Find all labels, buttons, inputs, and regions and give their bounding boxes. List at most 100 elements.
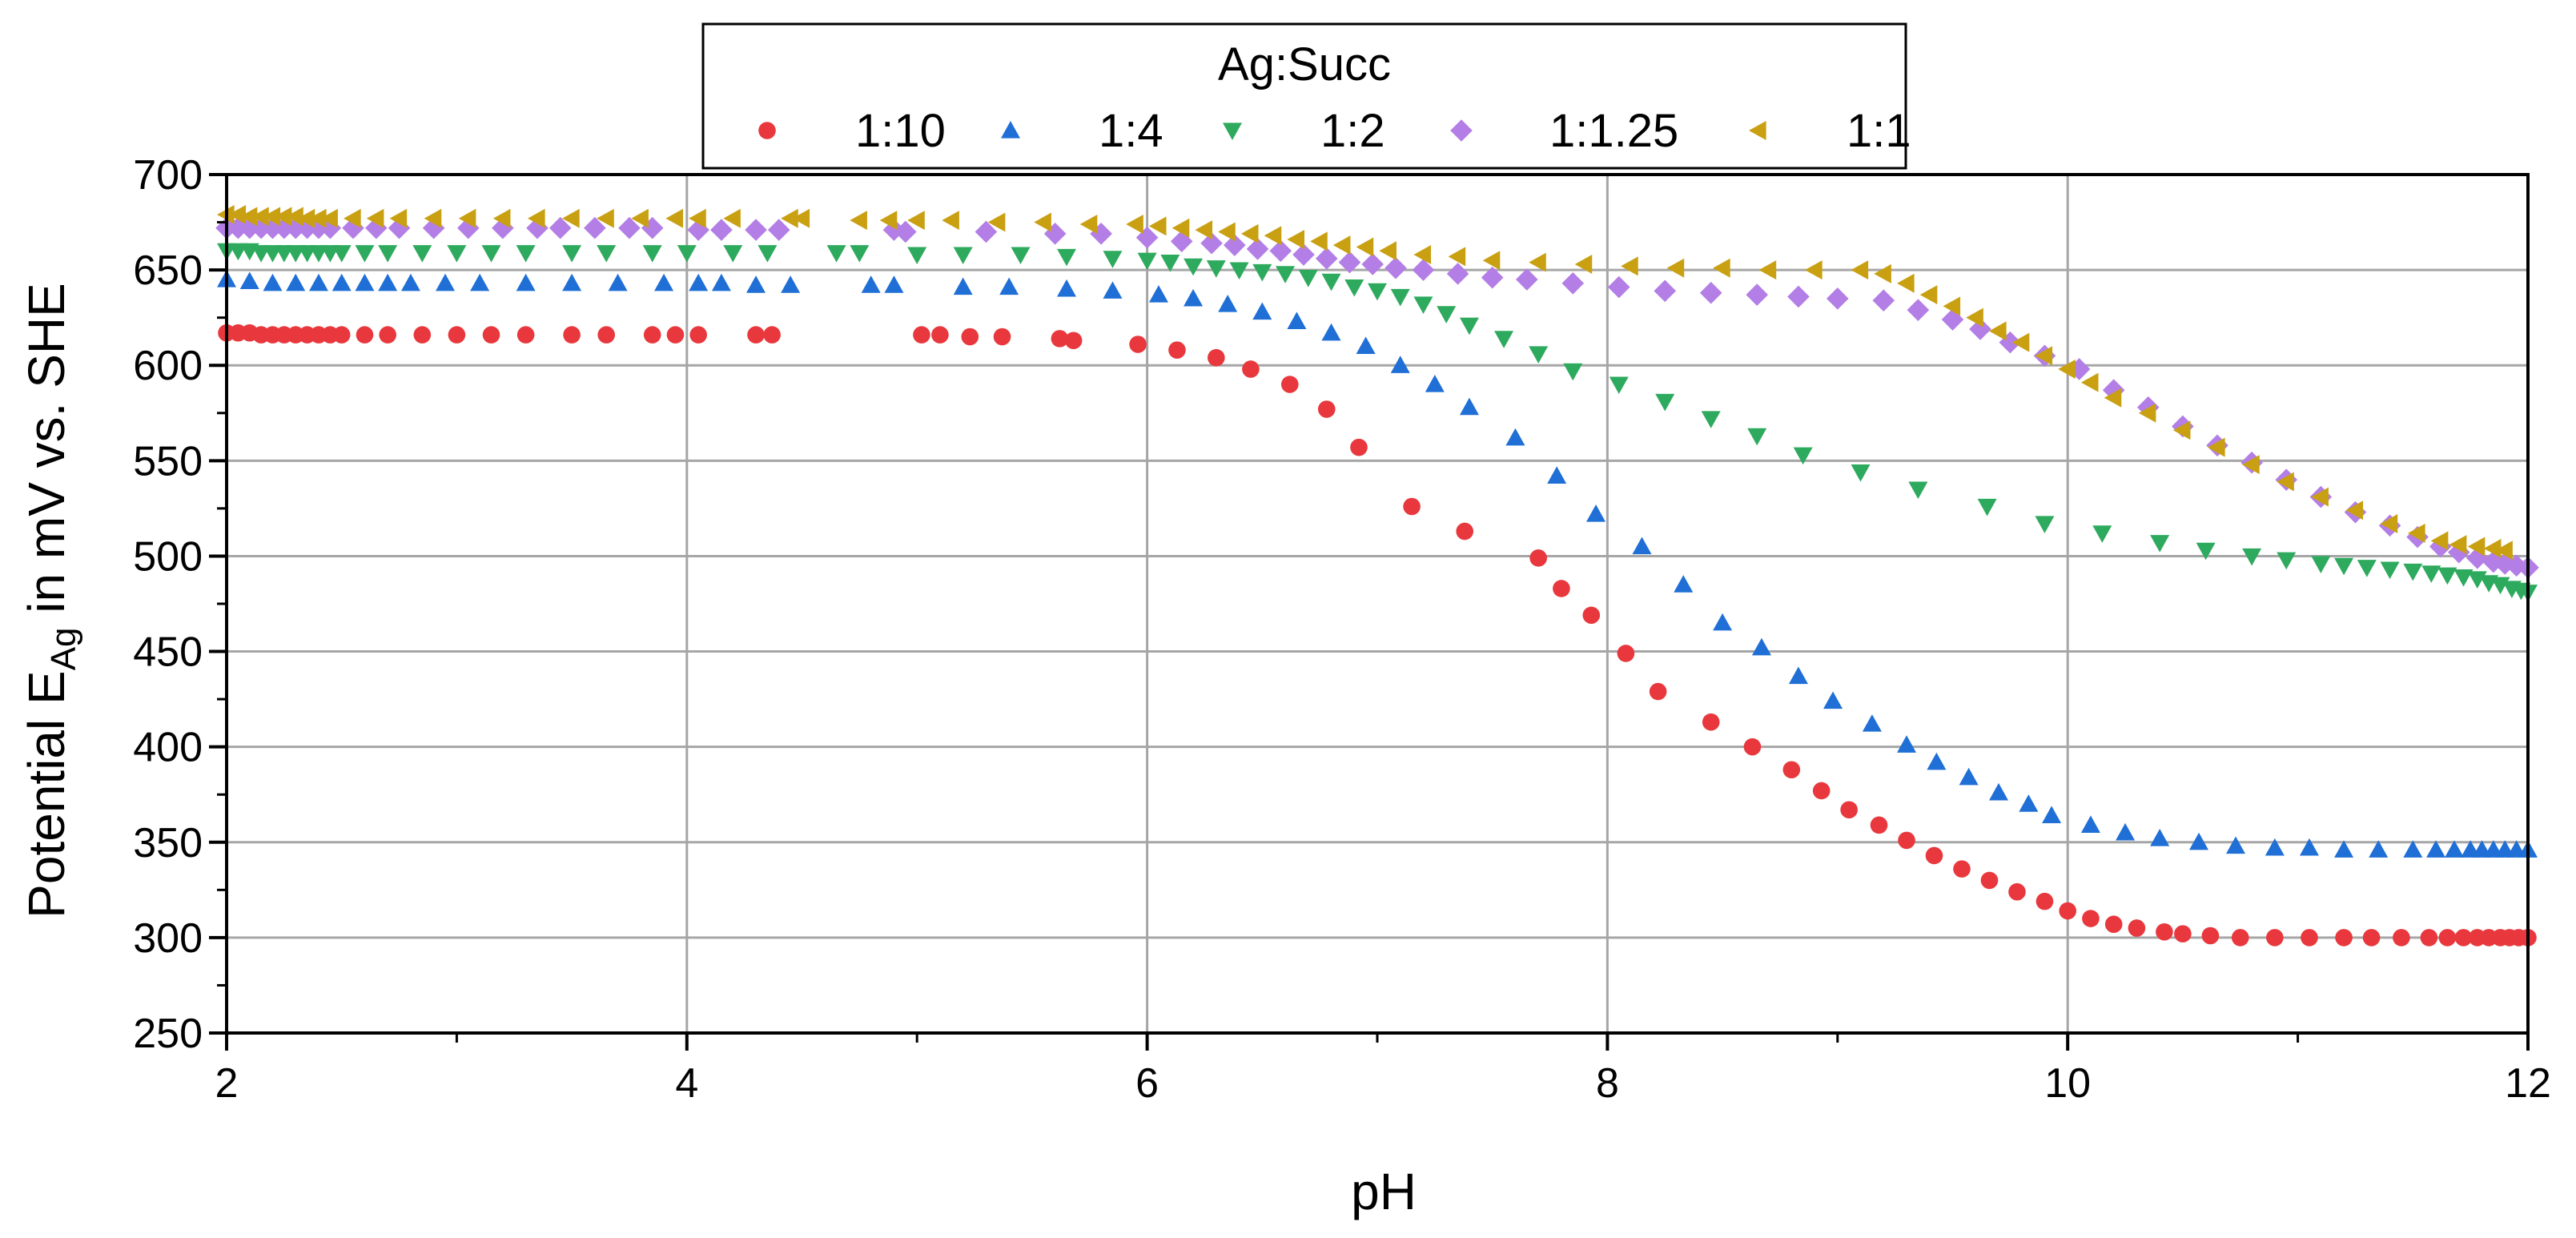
data-point	[424, 208, 442, 228]
legend-label: 1:10	[855, 105, 946, 157]
data-point	[953, 247, 973, 265]
legend: Ag:Succ 1:10 1:4 1:2 1:1.25 1:1	[701, 22, 1911, 170]
data-point	[2208, 437, 2225, 457]
data-point	[2080, 815, 2100, 833]
data-point	[1171, 218, 1190, 238]
data-point	[953, 277, 973, 295]
data-point	[1966, 307, 1983, 328]
data-point	[344, 208, 361, 228]
series-1-1	[217, 205, 2513, 561]
data-point	[412, 245, 432, 263]
data-point	[2277, 472, 2294, 492]
data-point	[2058, 359, 2076, 379]
data-point	[597, 245, 617, 263]
data-point	[1943, 296, 1961, 316]
y-tick-label: 700	[133, 152, 203, 199]
data-point	[436, 273, 456, 291]
data-point	[308, 273, 328, 291]
data-point	[527, 208, 545, 228]
data-point	[2042, 806, 2062, 824]
data-point	[2369, 840, 2389, 858]
data-point	[2334, 840, 2354, 858]
y-tick-label: 350	[133, 820, 203, 866]
data-point	[2102, 379, 2125, 401]
data-point	[745, 219, 767, 241]
data-point	[654, 273, 674, 291]
data-point	[1206, 260, 1226, 278]
data-point	[2104, 915, 2123, 934]
data-point	[1666, 258, 1685, 278]
data-point	[618, 216, 641, 239]
data-point	[332, 326, 351, 344]
data-point	[263, 273, 283, 291]
data-point	[1574, 254, 1593, 274]
data-point	[2311, 487, 2329, 507]
data-point	[1743, 738, 1762, 756]
data-point	[2104, 388, 2122, 408]
data-point	[643, 326, 661, 344]
data-point	[913, 326, 930, 344]
data-point	[2505, 554, 2528, 577]
data-point	[332, 245, 352, 263]
data-point	[710, 219, 733, 241]
data-point	[1148, 216, 1167, 236]
data-point	[1269, 239, 1292, 263]
data-point	[1898, 831, 1915, 850]
data-point	[677, 245, 697, 263]
data-point	[1713, 258, 1730, 278]
data-point	[1456, 522, 1474, 541]
data-point	[1494, 331, 1514, 348]
data-point	[1655, 393, 1675, 412]
data-point	[2334, 557, 2354, 576]
data-point	[1547, 466, 1567, 484]
data-point	[723, 245, 743, 263]
data-point	[1413, 245, 1432, 265]
x-tick-label: 4	[675, 1060, 698, 1107]
data-point	[2299, 838, 2319, 856]
data-point	[1649, 682, 1667, 701]
data-point	[1897, 273, 1915, 293]
data-point	[378, 245, 398, 263]
x-tick-label: 8	[1596, 1060, 1619, 1107]
data-point	[975, 220, 998, 243]
data-point	[251, 207, 269, 227]
data-point	[1403, 497, 1421, 516]
data-point	[2380, 561, 2400, 580]
data-point	[1999, 331, 2022, 354]
data-point	[1787, 285, 1810, 308]
data-point	[1674, 575, 1694, 593]
data-point	[1874, 263, 1891, 283]
data-point	[516, 273, 536, 291]
data-point	[597, 326, 616, 344]
data-point	[1218, 294, 1238, 312]
data-point	[1654, 279, 1677, 303]
data-point	[1782, 761, 1801, 779]
data-point	[1264, 226, 1282, 246]
data-point	[1959, 767, 1979, 786]
y-tick-labels: 250 300 350 400 450 500 550 600 650 700	[133, 152, 203, 1057]
data-point	[2019, 794, 2039, 812]
data-point	[2438, 929, 2457, 947]
data-point	[666, 326, 685, 344]
data-point	[1823, 691, 1843, 709]
data-point	[1953, 860, 1971, 878]
data-point	[1425, 375, 1445, 392]
data-point	[239, 271, 259, 290]
axis-ticks	[209, 173, 2530, 1051]
data-point	[2035, 892, 2054, 910]
data-point	[1160, 254, 1180, 272]
data-point	[2266, 929, 2284, 947]
data-point	[1317, 400, 1336, 418]
data-point	[1699, 281, 1722, 304]
data-point	[758, 245, 778, 263]
data-point	[1980, 871, 1999, 890]
data-point	[2174, 925, 2192, 943]
data-point	[1368, 283, 1387, 301]
data-point	[1988, 321, 2007, 341]
data-point	[481, 245, 501, 263]
data-point	[1276, 266, 1296, 283]
data-point	[689, 326, 707, 344]
y-axis-title-subscript: Ag	[44, 627, 83, 670]
data-point	[781, 208, 798, 228]
data-point	[1827, 287, 1849, 310]
